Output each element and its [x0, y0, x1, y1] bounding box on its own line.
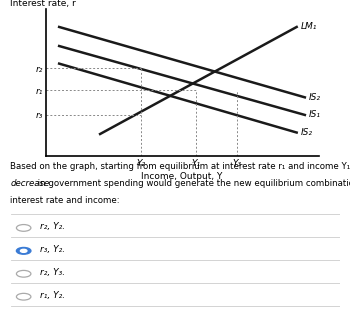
Text: r₁, Y₂.: r₁, Y₂. [40, 290, 65, 300]
Text: IS₁: IS₁ [309, 110, 321, 119]
Text: Based on the graph, starting from equilibrium at interest rate r₁ and income Y₁,: Based on the graph, starting from equili… [10, 162, 350, 171]
Text: r₂, Y₂.: r₂, Y₂. [40, 222, 65, 231]
Circle shape [16, 247, 31, 254]
X-axis label: Income, Output, Y: Income, Output, Y [141, 172, 223, 181]
Text: interest rate and income:: interest rate and income: [10, 196, 120, 205]
Text: IS₂: IS₂ [309, 93, 321, 102]
Text: in government spending would generate the new equilibrium combination of: in government spending would generate th… [35, 179, 350, 188]
Y-axis label: Interest rate, r: Interest rate, r [10, 0, 76, 8]
Text: r₃, Y₂.: r₃, Y₂. [40, 245, 65, 254]
Circle shape [20, 249, 27, 252]
Text: IS₂: IS₂ [301, 128, 313, 137]
Text: LM₁: LM₁ [301, 22, 317, 32]
Text: r₂, Y₃.: r₂, Y₃. [40, 268, 65, 277]
Text: decrease: decrease [10, 179, 50, 188]
